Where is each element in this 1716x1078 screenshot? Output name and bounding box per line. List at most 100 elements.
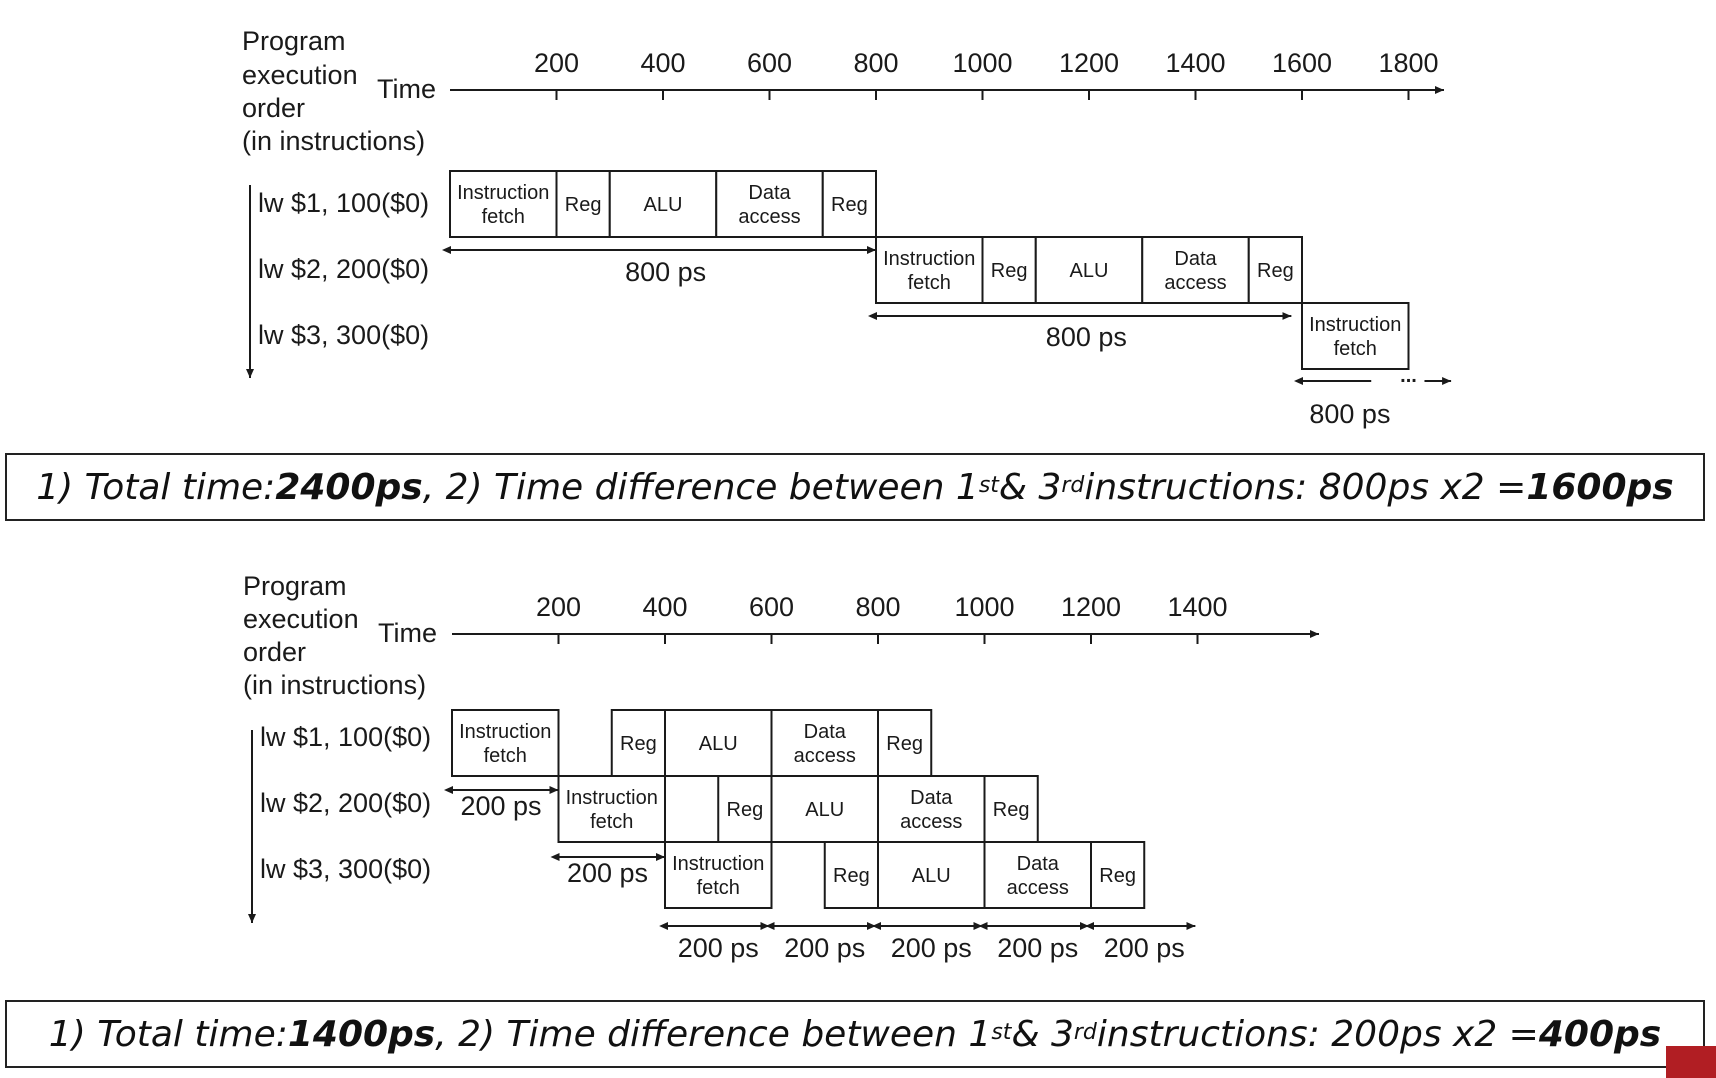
stage-box xyxy=(1141,236,1250,304)
stage-box xyxy=(555,170,611,238)
stage-label: Reg xyxy=(886,733,923,755)
stage-label: access xyxy=(738,206,800,228)
stage-label: ALU xyxy=(912,865,951,887)
stage-label: Instruction xyxy=(457,182,549,204)
stage-label: Instruction xyxy=(566,787,658,809)
tick-label: 600 xyxy=(747,48,792,78)
stage-label: access xyxy=(1007,877,1069,899)
summary-box-1: 1) Total time: 2400ps, 2) Time differenc… xyxy=(5,453,1705,521)
instruction-label: lw $2, 200($0) xyxy=(260,788,431,818)
stage-box xyxy=(981,236,1037,304)
tick-label: 1400 xyxy=(1167,592,1227,622)
interval-label: 200 ps xyxy=(1104,933,1185,963)
interval-label: 200 ps xyxy=(784,933,865,963)
stage-label: ALU xyxy=(644,194,683,216)
svg-text:execution: execution xyxy=(243,604,359,634)
stage-box xyxy=(610,709,666,777)
stage-label: Instruction xyxy=(883,248,975,270)
stage-label: fetch xyxy=(590,811,633,833)
stage-label: Reg xyxy=(1099,865,1136,887)
stage-box xyxy=(449,170,558,238)
summary-diff-prefix: , 2) Time difference between 1 xyxy=(435,1013,992,1055)
time-ticks: 200 400 600 800 1000 1200 1400 xyxy=(536,592,1228,644)
instruction-label: lw $1, 100($0) xyxy=(260,722,431,752)
stage-box xyxy=(1034,236,1144,304)
stage-label: Instruction xyxy=(459,721,551,743)
stage-box xyxy=(717,775,773,843)
interval-label: 800 ps xyxy=(625,257,706,287)
summary-total-prefix: 1) Total time: xyxy=(36,466,276,508)
stage-box xyxy=(821,170,877,238)
summary-diff-mid: instructions: 200ps x2 = xyxy=(1096,1013,1539,1055)
stage-label: Data xyxy=(748,182,791,204)
summary-total-prefix: 1) Total time: xyxy=(48,1013,288,1055)
stage-box xyxy=(1090,841,1146,909)
stage-label: fetch xyxy=(908,272,951,294)
svg-text:order: order xyxy=(242,93,305,123)
svg-text:execution: execution xyxy=(242,60,358,90)
stage-label: ALU xyxy=(1070,260,1109,282)
interval-spans: 200 ps 200 ps 200 ps 200 ps 200 ps 200 ps 200 … xyxy=(444,786,1196,963)
stage-label: Reg xyxy=(565,194,602,216)
slide-corner-mark xyxy=(1666,1046,1716,1078)
svg-text:Program: Program xyxy=(242,26,346,56)
stage-label: ALU xyxy=(805,799,844,821)
tick-label: 200 xyxy=(536,592,581,622)
tick-label: 600 xyxy=(749,592,794,622)
tick-label: 800 xyxy=(853,48,898,78)
svg-text:(in instructions): (in instructions) xyxy=(243,670,426,700)
tick-label: 200 xyxy=(534,48,579,78)
stage-label: fetch xyxy=(1334,338,1377,360)
svg-text:order: order xyxy=(243,637,306,667)
instruction-labels: lw $1, 100($0) lw $2, 200($0) lw $3, 300… xyxy=(258,188,429,350)
tick-label: 1200 xyxy=(1061,592,1121,622)
svg-text:Program: Program xyxy=(243,571,347,601)
tick-label: 1000 xyxy=(954,592,1014,622)
interval-label: 800 ps xyxy=(1309,399,1390,429)
stage-label: access xyxy=(900,811,962,833)
stage-box xyxy=(1301,302,1410,370)
ordinal-suffix: rd xyxy=(1073,1019,1097,1045)
interval-label: 200 ps xyxy=(567,858,648,888)
stage-box xyxy=(1247,236,1303,304)
stage-label: Reg xyxy=(991,260,1028,282)
pipelined-diagram: Program execution order (in instructions… xyxy=(243,571,1319,963)
instruction-label: lw $3, 300($0) xyxy=(260,854,431,884)
stage-box xyxy=(983,841,1092,909)
instruction-label: lw $3, 300($0) xyxy=(258,320,429,350)
stage-box xyxy=(877,841,986,909)
stage-label: Reg xyxy=(833,865,870,887)
stage-label: Instruction xyxy=(1309,314,1401,336)
summary-diff-prefix: , 2) Time difference between 1 xyxy=(422,466,979,508)
single-cycle-diagram: Program execution order (in instructions… xyxy=(242,26,1452,429)
tick-label: 400 xyxy=(640,48,685,78)
summary-amp: & 3 xyxy=(998,466,1062,508)
instruction-label: lw $1, 100($0) xyxy=(258,188,429,218)
tick-label: 1000 xyxy=(952,48,1012,78)
stage-label: Instruction xyxy=(672,853,764,875)
order-label: Program execution order (in instructions… xyxy=(242,26,425,156)
stage-box xyxy=(557,775,666,843)
summary-total-value: 1400ps xyxy=(287,1013,436,1055)
stage-box xyxy=(608,170,718,238)
summary-diff-mid: instructions: 800ps x2 = xyxy=(1084,466,1527,508)
interval-label: 200 ps xyxy=(460,791,541,821)
stage-label: ALU xyxy=(699,733,738,755)
stage-label: Data xyxy=(804,721,847,743)
summary-total-value: 2400ps xyxy=(275,466,423,508)
interval-label: 200 ps xyxy=(997,933,1078,963)
summary-box-2: 1) Total time: 1400ps, 2) Time differenc… xyxy=(5,1000,1705,1068)
tick-label: 400 xyxy=(642,592,687,622)
instruction-label: lw $2, 200($0) xyxy=(258,254,429,284)
stage-label: fetch xyxy=(484,745,527,767)
stage-label: Data xyxy=(1017,853,1060,875)
tick-label: 800 xyxy=(855,592,900,622)
stage-label: Reg xyxy=(620,733,657,755)
stage-label: Reg xyxy=(993,799,1030,821)
svg-text:(in instructions): (in instructions) xyxy=(242,126,425,156)
tick-label: 1200 xyxy=(1059,48,1119,78)
stage-label: Data xyxy=(1174,248,1217,270)
continuation-marker: ... xyxy=(1400,365,1417,387)
stage-box xyxy=(451,709,560,777)
